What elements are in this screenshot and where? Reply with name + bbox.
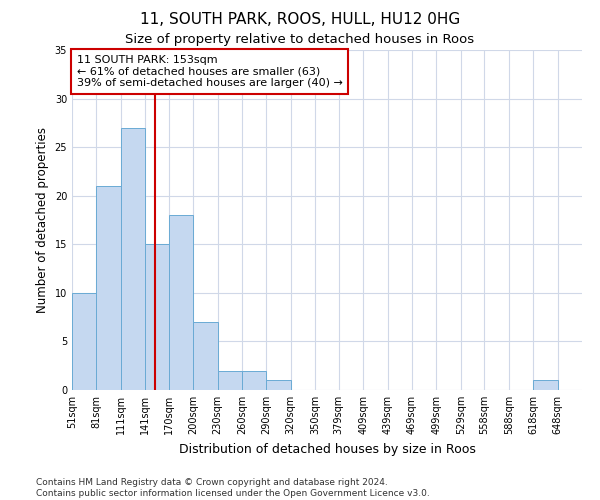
Text: 11, SOUTH PARK, ROOS, HULL, HU12 0HG: 11, SOUTH PARK, ROOS, HULL, HU12 0HG: [140, 12, 460, 28]
Text: Size of property relative to detached houses in Roos: Size of property relative to detached ho…: [125, 32, 475, 46]
Bar: [218, 370, 242, 390]
Bar: [145, 244, 169, 390]
Bar: [72, 293, 97, 390]
Bar: [242, 370, 266, 390]
Bar: [169, 215, 193, 390]
X-axis label: Distribution of detached houses by size in Roos: Distribution of detached houses by size …: [179, 442, 475, 456]
Text: Contains HM Land Registry data © Crown copyright and database right 2024.
Contai: Contains HM Land Registry data © Crown c…: [36, 478, 430, 498]
Bar: [533, 380, 557, 390]
Y-axis label: Number of detached properties: Number of detached properties: [36, 127, 49, 313]
Bar: [121, 128, 145, 390]
Bar: [266, 380, 291, 390]
Bar: [97, 186, 121, 390]
Text: 11 SOUTH PARK: 153sqm
← 61% of detached houses are smaller (63)
39% of semi-deta: 11 SOUTH PARK: 153sqm ← 61% of detached …: [77, 55, 343, 88]
Bar: [193, 322, 218, 390]
